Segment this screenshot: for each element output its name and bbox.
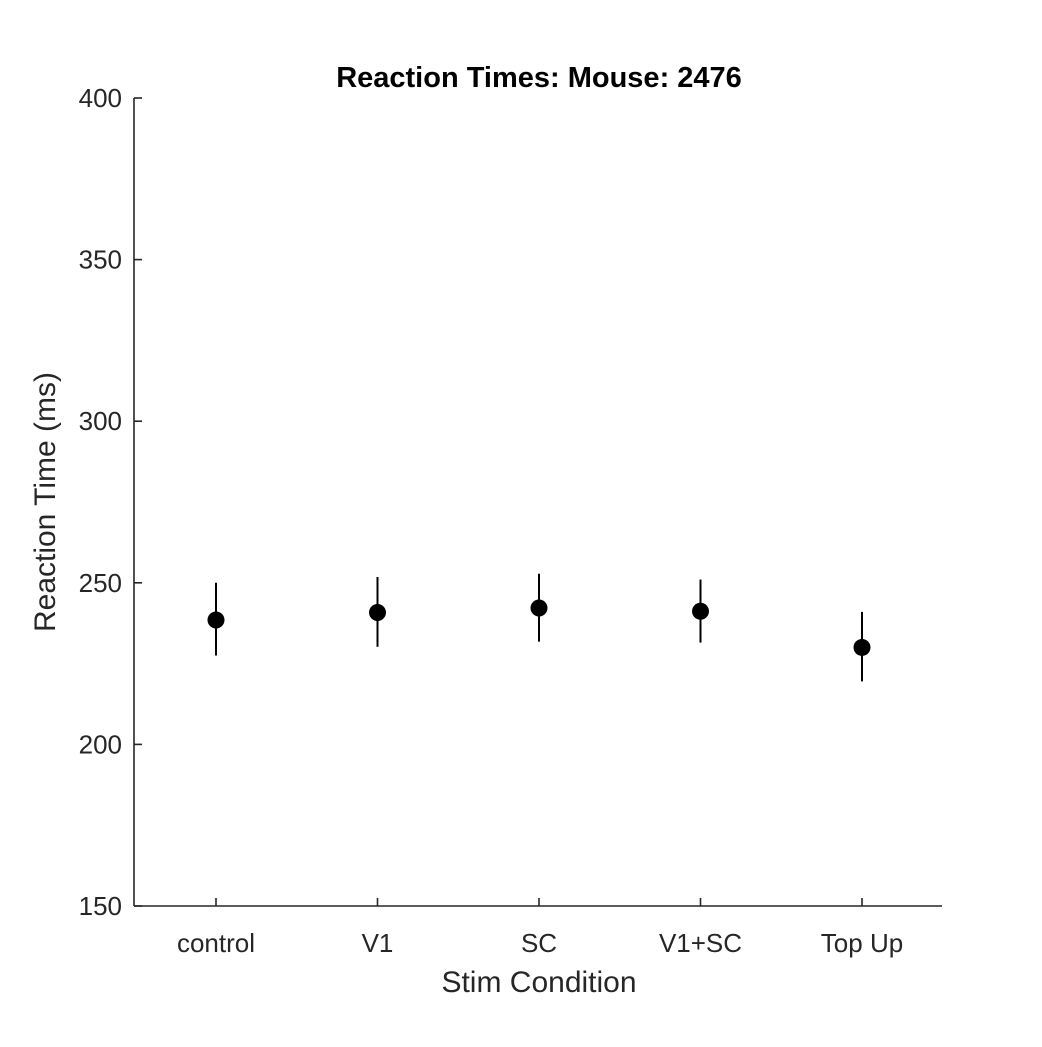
y-tick-label: 150 — [79, 891, 122, 921]
y-tick-label: 300 — [79, 406, 122, 436]
y-axis: 150 200 250 300 350 400 — [79, 83, 142, 921]
y-tick-label: 250 — [79, 568, 122, 598]
y-tick-label: 400 — [79, 83, 122, 113]
x-tick-label: V1+SC — [659, 928, 742, 958]
x-axis: control V1 SC V1+SC Top Up — [134, 898, 942, 958]
x-tick-label: Top Up — [821, 928, 903, 958]
y-tick-label: 200 — [79, 729, 122, 759]
y-tick-label: 350 — [79, 245, 122, 275]
x-axis-label: Stim Condition — [441, 966, 636, 999]
x-tick-label: control — [177, 928, 255, 958]
data-point — [369, 604, 386, 622]
data-point — [692, 602, 709, 620]
x-tick-label: SC — [521, 928, 557, 958]
data-point — [530, 599, 548, 617]
y-axis-label: Reaction Time (ms) — [29, 372, 62, 632]
x-tick-label: V1 — [362, 928, 394, 958]
chart-title: Reaction Times: Mouse: 2476 — [336, 62, 742, 94]
data-marks — [207, 573, 871, 682]
data-point — [207, 611, 225, 629]
data-point — [853, 638, 871, 656]
